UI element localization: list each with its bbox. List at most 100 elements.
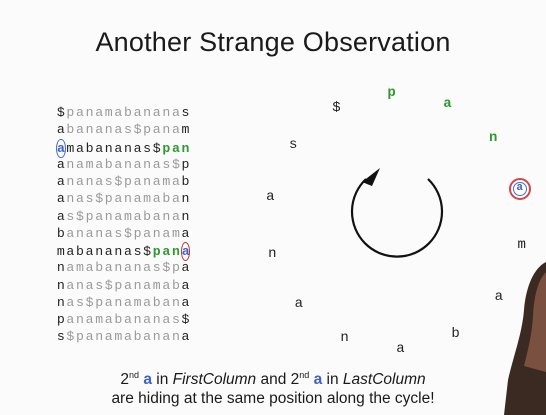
matrix-char: n [123, 140, 132, 156]
matrix-char: a [56, 156, 65, 172]
cycle-arrow-arc [350, 178, 444, 258]
matrix-char: m [152, 277, 161, 293]
matrix-char: m [85, 156, 94, 172]
matrix-char: s [114, 225, 123, 241]
presenter-figure [504, 262, 546, 415]
matrix-char: a [133, 105, 142, 120]
matrix-char: a [123, 294, 132, 310]
matrix-char: n [56, 260, 65, 276]
matrix-char: n [66, 156, 75, 172]
matrix-char: a [171, 140, 180, 156]
matrix-char: a [152, 208, 161, 224]
matrix-char: n [123, 156, 132, 172]
matrix-char: a [56, 138, 66, 158]
matrix-char: a [114, 191, 123, 207]
matrix-char: n [56, 294, 65, 310]
matrix-char: b [162, 191, 171, 207]
matrix-char: a [143, 329, 152, 345]
matrix-char: a [66, 260, 75, 276]
matrix-char: a [95, 105, 104, 120]
matrix-char: a [85, 225, 94, 241]
matrix-char: n [162, 122, 171, 138]
matrix-char: n [66, 191, 75, 207]
matrix-char: a [85, 244, 94, 259]
cycle-letter: $ [332, 99, 341, 116]
matrix-char: s [76, 294, 84, 310]
matrix-char: $ [104, 277, 113, 293]
matrix-char: a [133, 208, 142, 224]
matrix-char: p [133, 225, 142, 241]
matrix-row: a n a s $ p a n a m a b a n [56, 190, 190, 207]
matrix-char: a [162, 225, 171, 241]
matrix-char: b [171, 277, 180, 293]
matrix-char: s [56, 329, 65, 345]
matrix-char: a [133, 174, 142, 189]
matrix-char: p [171, 260, 180, 276]
matrix-char: $ [85, 294, 94, 310]
matrix-char: b [104, 156, 113, 172]
matrix-char: s [95, 277, 104, 293]
matrix-char: n [104, 122, 113, 138]
cycle-arrow-head [362, 168, 380, 186]
matrix-char: p [56, 312, 65, 327]
matrix-char: a [95, 122, 104, 138]
matrix-char: a [104, 329, 113, 345]
matrix-char: a [143, 260, 152, 276]
matrix-char: b [114, 312, 123, 327]
matrix-row: a m a b a n a n a s $ p a n [56, 138, 190, 158]
matrix-char: s [104, 174, 113, 189]
cycle-letter: n [268, 245, 277, 262]
matrix-char: n [171, 329, 180, 345]
matrix-row: p a n a m a b a n a n a s $ [56, 311, 190, 328]
matrix-char: a [114, 140, 123, 156]
cycle-letter: n [489, 129, 498, 146]
matrix-char: a [171, 191, 180, 207]
matrix-char: s [85, 191, 94, 207]
matrix-char: a [114, 208, 123, 224]
matrix-char: $ [162, 260, 171, 276]
matrix-char: a [104, 244, 113, 259]
matrix-char: m [143, 191, 152, 207]
matrix-char: n [95, 225, 104, 241]
matrix-char: $ [56, 105, 65, 120]
matrix-char: p [66, 105, 75, 120]
matrix-char: a [66, 312, 75, 327]
matrix-char: n [56, 277, 65, 293]
matrix-char: a [123, 244, 132, 259]
matrix-char: $ [76, 208, 84, 224]
matrix-char: a [95, 174, 104, 189]
matrix-char: a [133, 191, 142, 207]
matrix-char: m [162, 174, 171, 189]
slide-title: Another Strange Observation [95, 27, 451, 57]
matrix-char: p [162, 140, 171, 156]
matrix-char: a [152, 122, 161, 138]
matrix-char: $ [114, 174, 123, 189]
matrix-char: a [66, 244, 75, 259]
matrix-char: p [76, 329, 84, 345]
matrix-char: m [123, 208, 132, 224]
matrix-char: n [171, 294, 180, 310]
matrix-char: a [123, 329, 132, 345]
matrix-char: a [104, 260, 113, 276]
matrix-char: $ [95, 191, 104, 207]
matrix-char: s [66, 208, 75, 224]
matrix-char: n [76, 312, 84, 327]
cycle-letter: a [396, 340, 405, 357]
matrix-char: n [181, 191, 190, 207]
matrix-char: a [152, 191, 161, 207]
cycle-letter: s [288, 136, 298, 153]
matrix-char: a [114, 156, 123, 172]
matrix-char: a [76, 105, 84, 120]
matrix-char: a [162, 329, 171, 345]
matrix-row: m a b a n a n a s $ p a n a [56, 242, 191, 262]
matrix-char: s [181, 105, 190, 120]
matrix-char: b [76, 244, 84, 259]
matrix-char: $ [133, 122, 142, 138]
matrix-char: a [133, 140, 142, 156]
matrix-char: a [76, 191, 84, 207]
matrix-char: n [162, 105, 171, 120]
matrix-char: s [162, 156, 171, 172]
matrix-char: $ [66, 329, 75, 345]
matrix-row: s $ p a n a m a b a n a n a [56, 328, 190, 345]
cycle-letter: b [451, 326, 460, 343]
